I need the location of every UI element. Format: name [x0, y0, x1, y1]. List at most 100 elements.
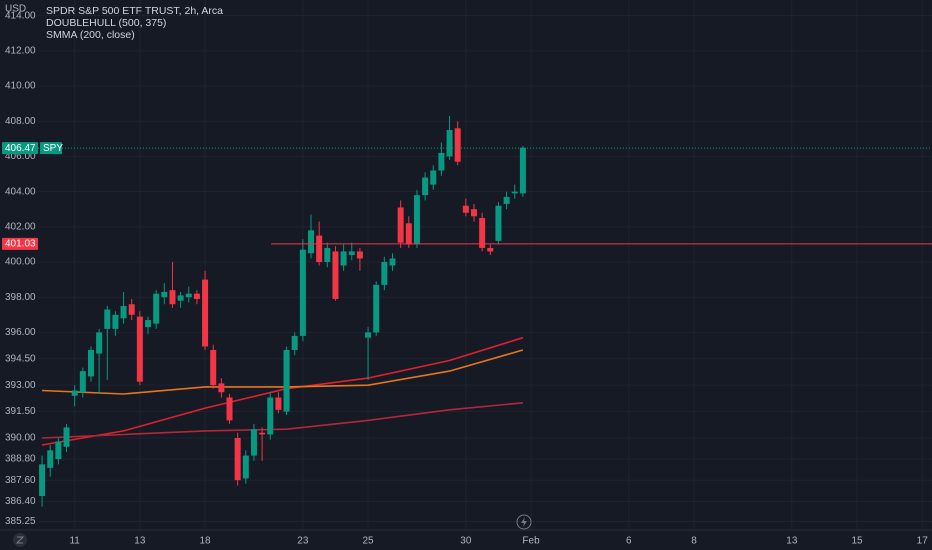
candle-body — [299, 249, 306, 336]
scroll-button[interactable] — [516, 514, 532, 530]
candle-body — [153, 293, 160, 324]
x-tick-label: 17 — [917, 536, 929, 547]
legend-indicator: SMMA (200, close) — [46, 29, 135, 41]
candle-body — [226, 397, 233, 421]
candle-body — [519, 147, 526, 194]
scroll-icon-bolt[interactable] — [521, 517, 527, 527]
candle-body — [202, 279, 209, 347]
x-tick-label: 15 — [851, 536, 863, 547]
candle-body — [161, 291, 168, 298]
candle-body — [47, 450, 54, 468]
x-tick-label: 13 — [134, 536, 146, 547]
y-tick-label: 398.00 — [5, 292, 36, 303]
y-tick-label: 412.00 — [5, 45, 36, 56]
x-tick-label: 23 — [297, 536, 309, 547]
y-tick-label: 404.00 — [5, 186, 36, 197]
candle-body — [389, 258, 396, 266]
x-tick-label: 8 — [691, 536, 697, 547]
candle-body — [169, 290, 176, 305]
candle-body — [332, 251, 339, 299]
x-tick-label: 13 — [786, 536, 798, 547]
candle-body — [308, 230, 315, 254]
candle-body — [250, 429, 257, 456]
candle-body — [39, 464, 46, 497]
y-tick-label: 400.00 — [5, 257, 36, 268]
candle-body — [316, 235, 323, 263]
x-tick-label: 30 — [460, 536, 472, 547]
candle-body — [511, 191, 518, 194]
candle-body — [120, 305, 127, 319]
candle-body — [267, 397, 274, 435]
candle-body — [405, 223, 412, 245]
candle-body — [495, 205, 502, 241]
y-tick-label: 391.50 — [5, 406, 36, 417]
candle-body — [446, 130, 453, 157]
candle-body — [479, 218, 486, 248]
candle-body — [63, 427, 70, 447]
candle-body — [55, 441, 62, 460]
legend-title: SPDR S&P 500 ETF TRUST, 2h, Arca — [46, 5, 223, 17]
candle-body — [193, 293, 200, 299]
candle-body — [210, 349, 217, 386]
candle-body — [470, 209, 477, 217]
y-tick-label: 387.60 — [5, 475, 36, 486]
candle-body — [112, 314, 119, 329]
candle-body — [283, 349, 290, 412]
candle-body — [438, 152, 445, 171]
legend-indicator: DOUBLEHULL (500, 375) — [46, 17, 166, 29]
candle-body — [177, 295, 184, 301]
y-tick-label: 410.00 — [5, 81, 36, 92]
currency: USD — [5, 4, 26, 15]
symbol-box — [40, 142, 62, 155]
candle-body — [373, 284, 380, 333]
candle-body — [381, 262, 388, 285]
y-tick-label: 386.40 — [5, 496, 36, 507]
x-tick-label: Feb — [522, 536, 540, 547]
y-tick-label: 390.00 — [5, 433, 36, 444]
x-tick-label: 6 — [626, 536, 632, 547]
candle-body — [136, 316, 143, 382]
candle-body — [242, 455, 249, 479]
candle-body — [324, 247, 331, 263]
candle-body — [275, 397, 282, 410]
candle-body — [454, 128, 461, 162]
y-tick-label: 406.00 — [5, 151, 36, 162]
candle-body — [79, 371, 86, 393]
candle-body — [487, 247, 494, 252]
y-tick-label: 388.80 — [5, 454, 36, 465]
y-tick-label: 408.00 — [5, 116, 36, 127]
symbol-label: SPY — [43, 143, 63, 154]
candle-body — [462, 205, 469, 213]
candle-body — [340, 251, 347, 266]
scroll-icon[interactable] — [516, 514, 532, 530]
last-price-label: 406.47 — [5, 143, 36, 154]
x-tick-label: 11 — [69, 536, 80, 547]
candle-body — [356, 251, 363, 259]
candle-body — [145, 320, 152, 328]
timezone-icon[interactable] — [15, 536, 25, 544]
candle-body — [87, 349, 94, 377]
candle-body — [96, 332, 103, 354]
y-tick-label: 402.00 — [5, 221, 36, 232]
candle-body — [430, 170, 437, 185]
candle-body — [259, 432, 266, 435]
y-tick-label: 394.50 — [5, 353, 36, 364]
x-tick-label: 25 — [362, 536, 374, 547]
candle-body — [128, 304, 135, 315]
candle-body — [348, 251, 355, 255]
y-tick-label: 393.00 — [5, 380, 36, 391]
y-tick-label: 414.00 — [5, 10, 36, 21]
candle-body — [365, 332, 372, 338]
candle-body — [397, 207, 404, 243]
candle-body — [422, 177, 429, 196]
candle-body — [185, 293, 192, 298]
indicator-line — [42, 402, 523, 439]
x-tick-label: 18 — [200, 536, 212, 547]
cursor-price-box — [2, 237, 38, 250]
plot — [38, 115, 932, 507]
candle-body — [104, 309, 111, 329]
cursor-price-label: 401.03 — [5, 239, 36, 250]
candle-body — [218, 383, 225, 393]
